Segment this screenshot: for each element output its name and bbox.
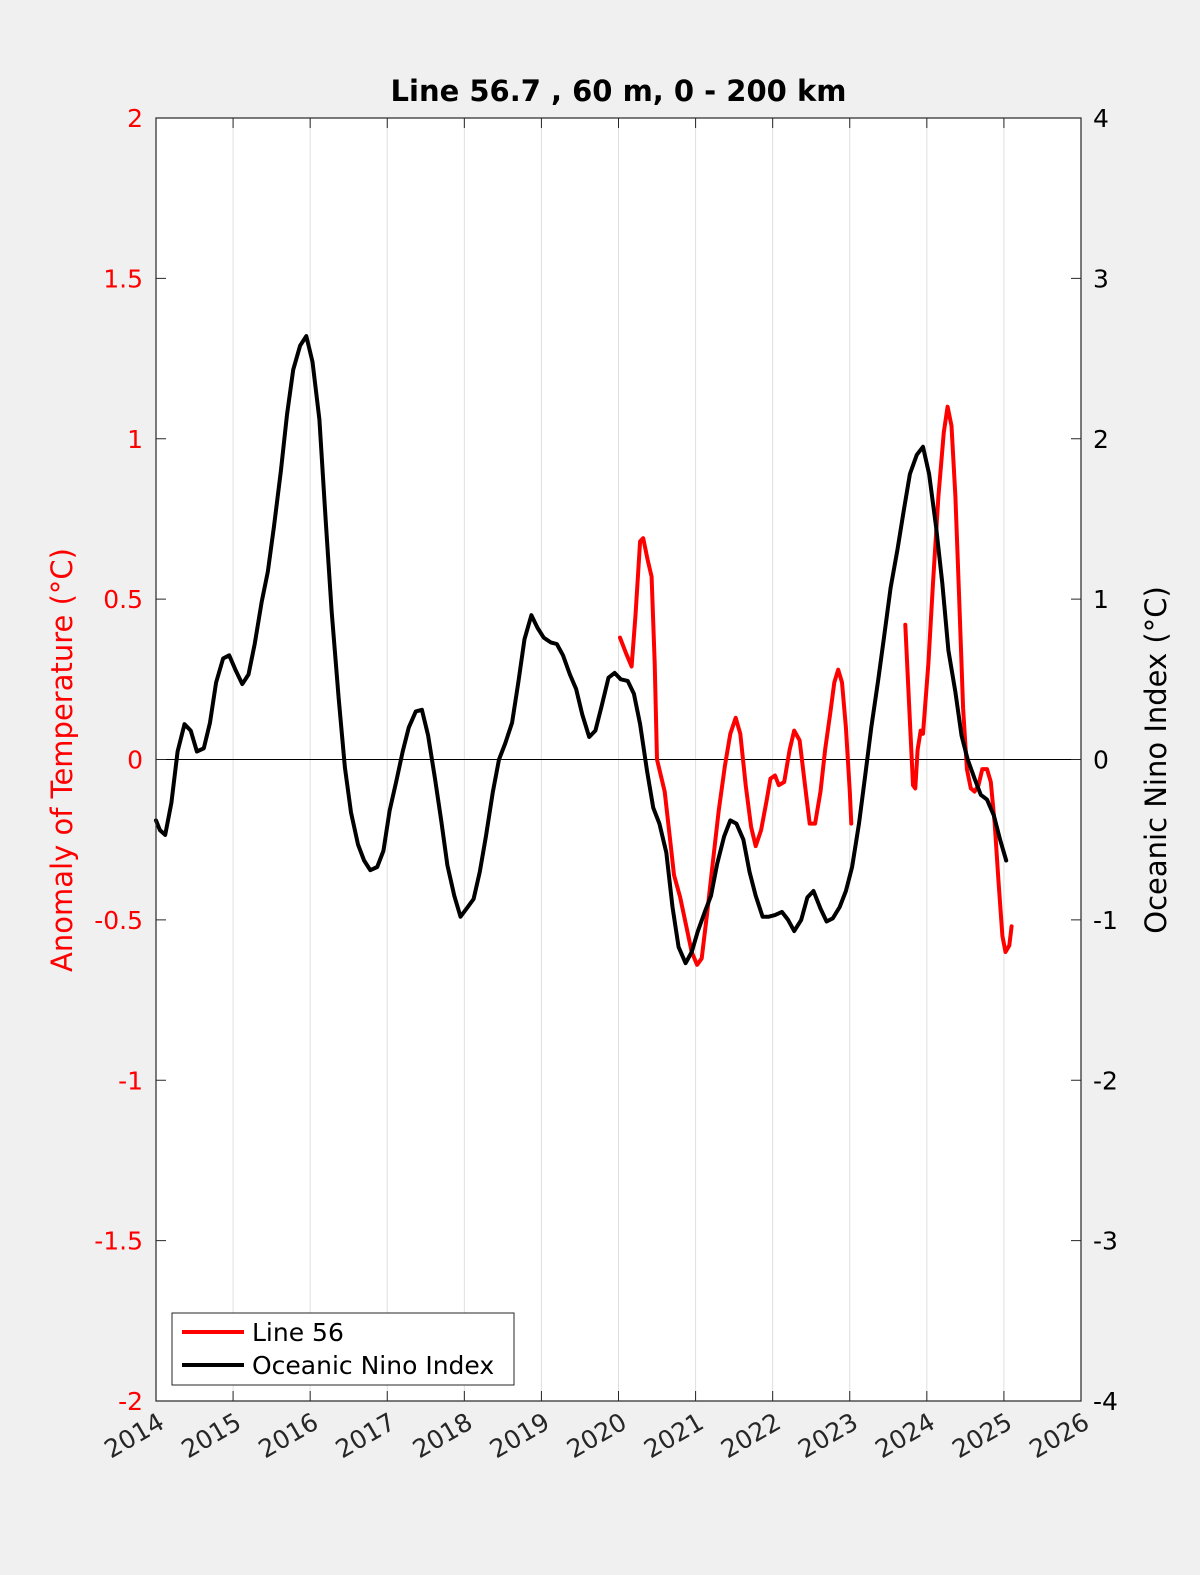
y-tick-label-left: 2 [127,104,143,133]
y-tick-label-right: 2 [1093,425,1109,454]
legend-box [171,1312,515,1386]
series-line-line-56-segment-1 [903,404,1014,954]
y-tick-label-left: 0 [127,746,143,775]
x-tick-label: 2025 [947,1407,1017,1464]
x-tick-label: 2016 [254,1407,324,1464]
legend-label-oni: Oceanic Nino Index [252,1351,494,1380]
series-line-oceanic-nino-index-segment-0 [154,334,1009,966]
x-tick-label: 2020 [562,1407,632,1464]
x-tick-label: 2026 [1024,1407,1094,1464]
axis-ticks: 2 0 1 4 2015 2016 2017 2018 2019 2020 2021 2022 2023… [94,104,1118,1464]
y-tick-label-right: -4 [1093,1387,1118,1416]
y-axis-left-label: Anomaly of Temperature (°C) [45,548,79,972]
x-tick-label: 2015 [176,1407,246,1464]
x-tick-label: 2019 [485,1407,555,1464]
y-tick-label-right: -1 [1093,906,1118,935]
legend: Line 56 Oceanic Nino Index [171,1312,515,1386]
y-tick-label-left: -1.5 [94,1227,143,1256]
y-tick-label-right: 3 [1093,264,1109,293]
y-tick-label-right: 4 [1093,104,1109,133]
x-tick-label: 2024 [870,1407,940,1464]
x-tick-label: 2022 [716,1407,786,1464]
series-layer [154,334,1014,967]
y-tick-label-left: -1 [118,1066,143,1095]
chart-title: Line 56.7 , 60 m, 0 - 200 km [391,74,847,108]
y-tick-label-left: 1 [127,425,143,454]
y-tick-label-right: -3 [1093,1227,1118,1256]
y-axis-right-label: Oceanic Nino Index (°C) [1139,586,1173,934]
x-tick-label: 2023 [793,1407,863,1464]
y-tick-label-right: 0 [1093,746,1109,775]
legend-label-line56: Line 56 [252,1318,344,1347]
y-tick-label-right: -2 [1093,1066,1118,1095]
y-tick-label-left: 1.5 [103,264,143,293]
x-tick-label: 2017 [331,1407,401,1464]
series-line-line-56-segment-0 [618,536,854,967]
x-tick-label: 2021 [639,1407,709,1464]
y-tick-label-left: -0.5 [94,906,143,935]
y-tick-label-left: -2 [118,1387,143,1416]
y-tick-label-left: 0.5 [103,585,143,614]
x-tick-label: 2018 [408,1407,478,1464]
y-tick-label-right: 1 [1093,585,1109,614]
